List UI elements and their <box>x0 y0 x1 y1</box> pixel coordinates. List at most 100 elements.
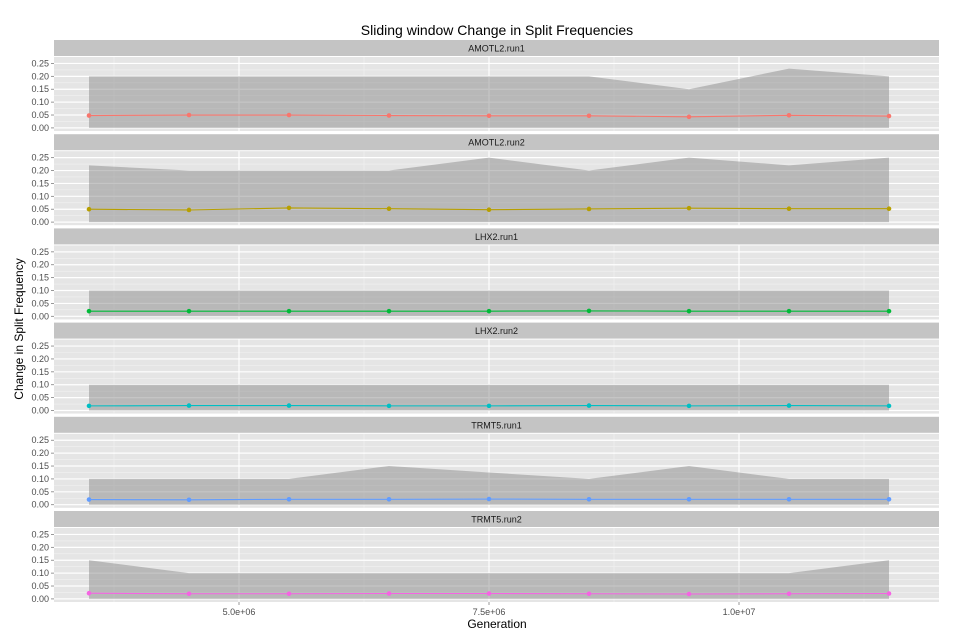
data-point <box>186 591 192 597</box>
data-point <box>386 206 392 211</box>
facet-panel-trmt5-run1: TRMT5.run1 0.00 0.05 0.10 0.15 0.20 0.25 <box>31 416 939 510</box>
data-point <box>586 496 592 502</box>
data-point <box>686 496 692 502</box>
strip-background <box>54 511 939 527</box>
y-tick-label: 0.10 <box>31 568 49 578</box>
data-point <box>486 113 492 119</box>
strip-label: TRMT5.run2 <box>471 515 522 525</box>
x-tick-label: 1.0e+07 <box>723 607 756 617</box>
data-point <box>286 591 292 597</box>
data-point <box>186 308 192 314</box>
y-tick-label: 0.10 <box>31 474 49 484</box>
y-tick-label: 0.10 <box>31 191 49 201</box>
data-point <box>786 112 792 118</box>
data-point <box>686 403 692 409</box>
y-tick-label: 0.05 <box>31 393 49 403</box>
strip-background <box>54 322 939 339</box>
data-point <box>486 403 492 409</box>
y-tick-label: 0.10 <box>31 380 49 390</box>
data-point <box>486 207 492 213</box>
data-point <box>286 112 292 118</box>
y-tick-label: 0.20 <box>31 166 49 176</box>
data-point <box>86 497 92 502</box>
data-point <box>886 403 892 409</box>
data-point <box>186 497 192 503</box>
data-point <box>286 403 292 408</box>
y-tick-label: 0.05 <box>31 487 49 497</box>
y-tick-label: 0.10 <box>31 97 49 107</box>
data-point <box>886 113 892 119</box>
facet-panels: AMOTL2.run10.000.050.100.150.200.25AMOTL… <box>31 40 939 604</box>
data-point <box>586 113 592 119</box>
y-tick-label: 0.00 <box>31 123 49 133</box>
strip-background <box>54 134 939 151</box>
data-point <box>586 403 592 408</box>
x-tick-label: 7.5e+06 <box>473 607 506 617</box>
data-point <box>386 496 392 502</box>
strip-label: AMOTL2.run2 <box>468 138 525 148</box>
strip-background <box>54 40 939 56</box>
y-tick-label: 0.25 <box>31 341 49 351</box>
y-tick-label: 0.00 <box>31 594 49 604</box>
data-point <box>86 113 92 118</box>
data-point <box>586 206 592 212</box>
facet-panel-lhx2-run2: LHX2.run2 0.00 0.05 0.10 0.15 0.20 0.25 <box>31 322 939 416</box>
y-tick-label: 0.15 <box>31 84 49 94</box>
facet-panel-amotl2-run2: AMOTL2.run2 0.00 0.05 0.10 0.15 0.20 0.25 <box>31 134 939 227</box>
data-point <box>786 591 792 597</box>
x-axis: 5.0e+06 7.5e+06 1.0e+07 <box>223 602 756 617</box>
data-point <box>786 206 792 211</box>
y-tick-label: 0.25 <box>31 247 49 257</box>
y-tick-label: 0.20 <box>31 71 49 81</box>
y-tick-label: 0.15 <box>31 178 49 188</box>
data-point <box>786 308 792 314</box>
data-point <box>286 205 292 211</box>
facet-panel-amotl2-run1: AMOTL2.run1 0.00 0.05 0.10 0.15 0.20 0.25 <box>31 40 939 133</box>
data-point <box>186 207 192 213</box>
x-axis-title: Generation <box>467 617 526 631</box>
y-axis-title: Change in Split Frequency <box>12 258 26 399</box>
data-point <box>886 591 892 596</box>
data-point <box>586 591 592 597</box>
data-point <box>386 113 392 118</box>
y-tick-label: 0.00 <box>31 217 49 227</box>
data-point <box>386 403 392 409</box>
data-point <box>86 590 92 596</box>
strip-background <box>54 228 939 245</box>
data-point <box>86 308 92 314</box>
y-tick-label: 0.25 <box>31 529 49 539</box>
y-tick-label: 0.25 <box>31 58 49 68</box>
y-tick-label: 0.05 <box>31 298 49 308</box>
y-tick-label: 0.20 <box>31 448 49 458</box>
y-tick-label: 0.15 <box>31 367 49 377</box>
y-tick-label: 0.15 <box>31 461 49 471</box>
data-point <box>686 205 692 211</box>
data-point <box>386 591 392 596</box>
data-point <box>86 206 92 212</box>
y-tick-label: 0.05 <box>31 110 49 120</box>
data-point <box>886 206 892 211</box>
data-point <box>486 496 492 502</box>
y-tick-label: 0.25 <box>31 435 49 445</box>
facet-panel-lhx2-run1: LHX2.run1 0.00 0.05 0.10 0.15 0.20 0.25 <box>31 228 939 321</box>
data-point <box>886 496 892 502</box>
data-point <box>686 114 692 120</box>
y-tick-label: 0.15 <box>31 555 49 565</box>
data-point <box>486 308 492 314</box>
strip-label: AMOTL2.run1 <box>468 44 525 54</box>
chart-title: Sliding window Change in Split Frequenci… <box>361 22 633 38</box>
y-tick-label: 0.20 <box>31 354 49 364</box>
data-point <box>186 403 192 408</box>
data-point <box>286 308 292 314</box>
y-tick-label: 0.05 <box>31 204 49 214</box>
strip-background <box>54 416 939 433</box>
confidence-band <box>89 68 889 128</box>
strip-label: TRMT5.run1 <box>471 420 522 430</box>
y-tick-label: 0.00 <box>31 500 49 510</box>
data-point <box>86 403 92 409</box>
data-point <box>686 308 692 314</box>
confidence-band <box>89 560 889 599</box>
data-point <box>786 403 792 408</box>
y-tick-label: 0.00 <box>31 311 49 321</box>
